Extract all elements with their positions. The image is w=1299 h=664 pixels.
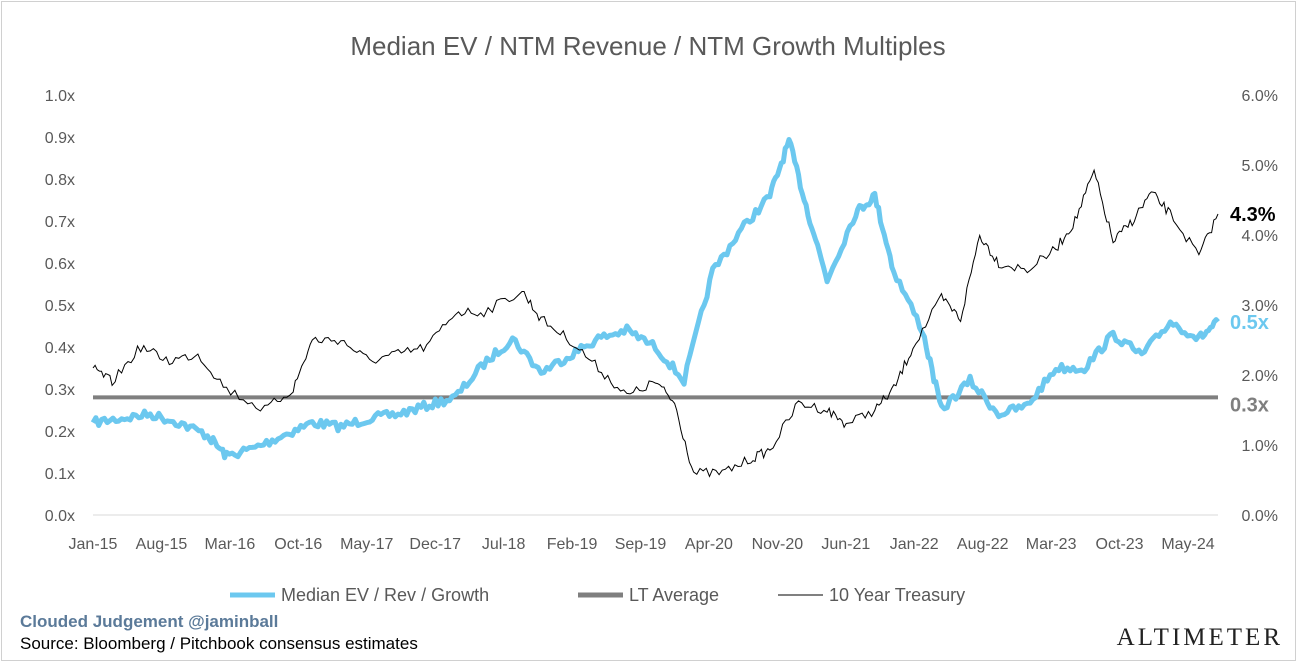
right-axis-ticks: 0.0% 1.0% 2.0% 3.0% 4.0% 5.0% 6.0% (1242, 88, 1278, 525)
legend: Median EV / Rev / Growth LT Average 10 Yea… (230, 585, 965, 605)
x-tick-label: Mar-16 (205, 536, 256, 553)
right-tick-label: 4.0% (1242, 228, 1278, 245)
x-tick-label: Oct-23 (1096, 536, 1144, 553)
footer-source: Source: Bloomberg / Pitchbook consensus … (20, 634, 418, 653)
chart-title: Median EV / NTM Revenue / NTM Growth Mul… (350, 31, 945, 61)
x-tick-label: Jan-15 (69, 536, 118, 553)
right-tick-label: 5.0% (1242, 158, 1278, 175)
left-tick-label: 0.4x (45, 340, 75, 357)
legend-label: 10 Year Treasury (829, 585, 965, 605)
end-label: 4.3% (1230, 204, 1276, 226)
x-tick-label: Jan-22 (890, 536, 939, 553)
x-tick-label: Feb-19 (547, 536, 598, 553)
end-label: 0.5x (1230, 312, 1269, 334)
series-10y-treasury (92, 168, 1219, 478)
altimeter-logo: ALTIMETER (1116, 624, 1283, 651)
end-labels: 4.3% 0.5x 0.3x (1230, 204, 1276, 416)
right-tick-label: 2.0% (1242, 368, 1278, 385)
left-tick-label: 0.9x (45, 130, 75, 147)
right-tick-label: 3.0% (1242, 298, 1278, 315)
x-tick-label: Jul-18 (482, 536, 526, 553)
x-tick-label: Aug-15 (136, 536, 188, 553)
legend-label: Median EV / Rev / Growth (281, 585, 489, 605)
left-tick-label: 0.2x (45, 424, 75, 441)
x-axis-ticks: Jan-15 Aug-15 Mar-16 Oct-16 May-17 Dec-17 Jul-… (69, 536, 1215, 553)
x-tick-label: May-17 (340, 536, 393, 553)
x-tick-label: Apr-20 (685, 536, 733, 553)
series-median-ev (90, 137, 1220, 461)
left-tick-label: 0.0x (45, 508, 75, 525)
right-tick-label: 1.0% (1242, 438, 1278, 455)
legend-item: LT Average (578, 585, 719, 605)
left-tick-label: 0.8x (45, 172, 75, 189)
x-tick-label: Aug-22 (957, 536, 1009, 553)
left-axis-ticks: 0.0x 0.1x 0.2x 0.3x 0.4x 0.5x 0.6x 0.7x 0.8x 0.9x… (45, 88, 75, 525)
series-layer (90, 137, 1220, 478)
left-tick-label: 0.7x (45, 214, 75, 231)
x-tick-label: Dec-17 (409, 536, 461, 553)
x-tick-label: Mar-23 (1026, 536, 1077, 553)
x-tick-label: Oct-16 (274, 536, 322, 553)
left-tick-label: 0.3x (45, 382, 75, 399)
right-tick-label: 6.0% (1242, 88, 1278, 105)
x-tick-label: Sep-19 (615, 536, 667, 553)
left-tick-label: 0.6x (45, 256, 75, 273)
legend-label: LT Average (629, 585, 719, 605)
end-label: 0.3x (1230, 394, 1269, 416)
right-tick-label: 0.0% (1242, 508, 1278, 525)
left-tick-label: 0.1x (45, 466, 75, 483)
footer-brand: Clouded Judgement @jaminball (20, 612, 279, 631)
x-tick-label: Nov-20 (752, 536, 804, 553)
x-tick-label: May-24 (1161, 536, 1214, 553)
legend-item: Median EV / Rev / Growth (230, 585, 489, 605)
left-tick-label: 0.5x (45, 298, 75, 315)
x-tick-label: Jun-21 (821, 536, 870, 553)
left-tick-label: 1.0x (45, 88, 75, 105)
legend-item: 10 Year Treasury (778, 585, 965, 605)
